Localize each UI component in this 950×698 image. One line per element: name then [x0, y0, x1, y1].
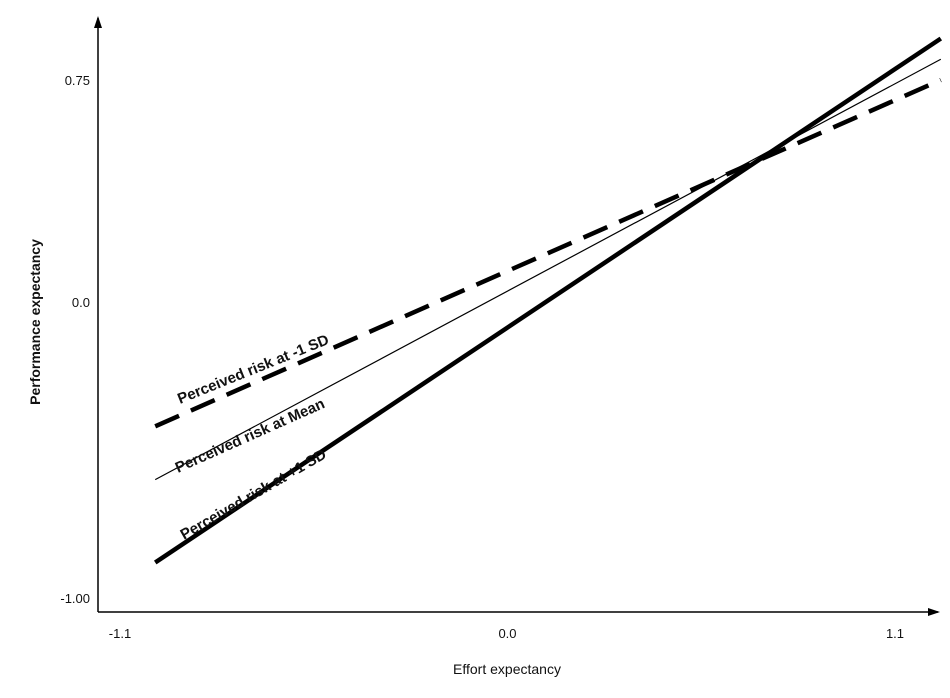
x-axis-arrow [928, 608, 940, 616]
series-line-thin [154, 58, 942, 481]
y-tick-label: 0.0 [72, 295, 90, 310]
series-line-thick [153, 36, 943, 565]
y-axis [94, 16, 102, 612]
y-tick-label: -1.00 [60, 591, 90, 606]
x-axis-title: Effort expectancy [453, 661, 561, 677]
y-axis-title: Performance expectancy [27, 239, 43, 405]
x-tick-labels: -1.1 0.0 1.1 [109, 626, 904, 641]
series-label-minus-1sd: Perceived risk at -1 SD [175, 331, 332, 407]
x-axis [98, 608, 940, 616]
series-lines [153, 36, 943, 565]
x-tick-label: 0.0 [498, 626, 516, 641]
y-tick-labels: -1.00 0.0 0.75 [60, 73, 90, 606]
x-tick-label: 1.1 [886, 626, 904, 641]
y-tick-label: 0.75 [65, 73, 90, 88]
y-axis-arrow [94, 16, 102, 28]
x-tick-label: -1.1 [109, 626, 131, 641]
series-line-dashed [154, 77, 942, 429]
